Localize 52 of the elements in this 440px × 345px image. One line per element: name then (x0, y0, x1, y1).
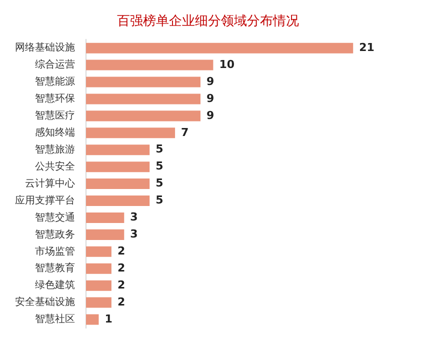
bar (86, 196, 150, 206)
bar (86, 297, 112, 308)
data-label: 2 (117, 295, 126, 308)
y-tick-label: 应用支撑平台 (15, 194, 75, 206)
y-tick-label: 感知终端 (35, 126, 75, 138)
data-label: 10 (219, 58, 235, 71)
bar (86, 60, 214, 70)
y-tick-label: 公共安全 (35, 160, 75, 172)
data-label: 9 (206, 74, 214, 88)
data-label: 2 (117, 278, 126, 292)
bar (86, 144, 150, 156)
data-label: 9 (206, 92, 214, 105)
y-tick-label: 智慧教育 (35, 262, 75, 274)
bar (86, 110, 200, 122)
y-tick-label: 市场监管 (35, 245, 75, 258)
y-tick-label: 智慧能源 (35, 76, 75, 88)
chart-title: 百强榜单企业细分领域分布情况 (117, 14, 299, 30)
bar (86, 162, 150, 172)
data-label: 3 (130, 210, 138, 224)
bar (86, 76, 200, 88)
data-label: 2 (117, 261, 126, 274)
bar (86, 212, 124, 223)
y-tick-label: 智慧交通 (35, 211, 75, 224)
data-label: 5 (156, 160, 164, 173)
y-tick-label: 网络基础设施 (15, 42, 75, 54)
data-label: 5 (156, 142, 164, 156)
data-label: 5 (156, 176, 164, 190)
data-label: 2 (117, 244, 126, 258)
data-label: 1 (104, 312, 112, 326)
y-tick-label: 综合运营 (35, 58, 75, 71)
bar (86, 94, 200, 104)
bar (86, 314, 99, 325)
y-tick-label: 智慧旅游 (35, 143, 75, 156)
y-tick-label: 智慧医疗 (35, 110, 75, 122)
bar (86, 128, 176, 138)
data-label: 3 (130, 228, 138, 241)
bar (86, 42, 354, 54)
y-tick-label: 绿色建筑 (35, 279, 75, 292)
y-tick-label: 安全基础设施 (15, 296, 75, 308)
data-label: 5 (156, 194, 164, 207)
bar (86, 263, 112, 274)
data-label: 21 (359, 40, 374, 54)
bar (86, 229, 124, 240)
y-tick-label: 智慧环保 (35, 92, 75, 105)
bar (86, 246, 112, 257)
data-label: 9 (206, 108, 214, 122)
data-label: 7 (181, 126, 189, 139)
y-tick-label: 智慧政务 (35, 228, 75, 240)
y-tick-label: 智慧社区 (35, 313, 75, 326)
bar (86, 280, 112, 291)
bar (86, 178, 150, 190)
y-tick-label: 云计算中心 (25, 177, 75, 190)
